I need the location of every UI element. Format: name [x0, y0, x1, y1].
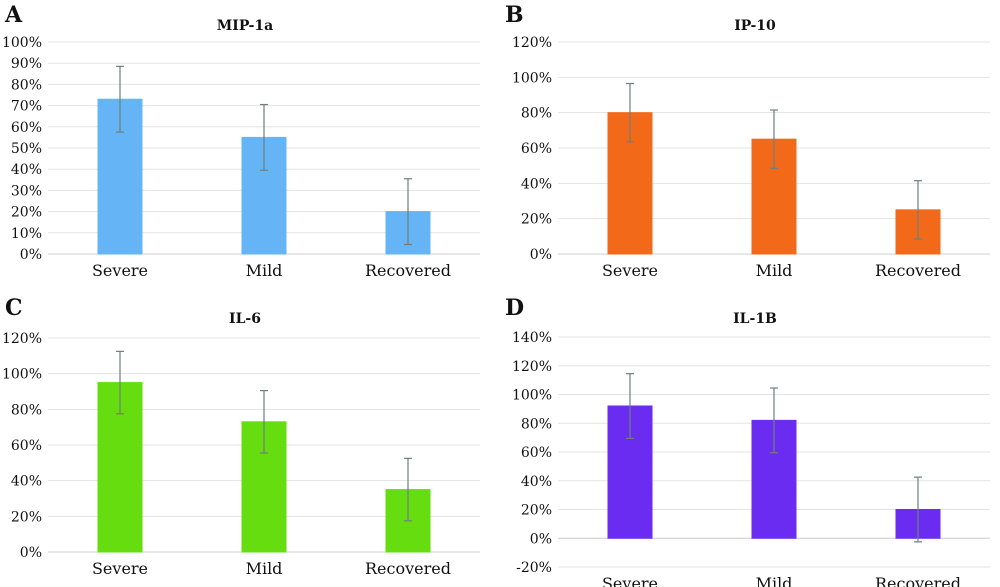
- y-tick-label: 100%: [512, 388, 552, 404]
- chart-plot: -20% 0% 20% 40% 60% 80% 100% 120% 140% Severe Mild…: [512, 330, 990, 587]
- chart-panel-a: A MIP-1a 0% 10% 20% 30% 40% 50% 60% 70% 80% 90% 10…: [0, 0, 500, 293]
- y-tick-label: 0%: [20, 247, 42, 263]
- x-tick-label: Severe: [92, 559, 148, 578]
- x-tick-label: Severe: [602, 261, 658, 280]
- x-tick-label: Recovered: [875, 261, 961, 280]
- chart-panel-c: C IL-6 0% 20% 40% 60% 80% 100% 120% Severe Mild R…: [0, 293, 500, 586]
- y-tick-label: 40%: [521, 474, 552, 490]
- chart-plot: 0% 10% 20% 30% 40% 50% 60% 70% 80% 90% 100% Severe M…: [2, 35, 480, 280]
- y-tick-label: 60%: [11, 438, 42, 454]
- y-tick-label: 80%: [521, 106, 552, 122]
- x-tick-label: Recovered: [365, 261, 451, 280]
- panel-letter: A: [5, 2, 23, 28]
- y-tick-label: 70%: [11, 99, 42, 115]
- y-tick-label: 60%: [521, 445, 552, 461]
- panel-letter: B: [505, 2, 524, 28]
- x-tick-label: Recovered: [365, 559, 451, 578]
- y-tick-label: 140%: [512, 330, 552, 346]
- chart-title: IL-6: [229, 311, 261, 327]
- y-tick-label: 20%: [521, 212, 552, 228]
- y-tick-label: 0%: [530, 247, 552, 263]
- y-tick-label: 100%: [2, 35, 42, 51]
- chart-title: IP-10: [734, 18, 776, 34]
- chart-plot: 0% 20% 40% 60% 80% 100% 120% Severe Mild Recovere…: [512, 35, 990, 280]
- y-tick-label: 120%: [2, 331, 42, 347]
- y-tick-label: 40%: [11, 474, 42, 490]
- y-tick-label: 0%: [20, 545, 42, 561]
- chart-panel-b: B IP-10 0% 20% 40% 60% 80% 100% 120% Severe Mild…: [500, 0, 1000, 293]
- y-tick-label: 80%: [521, 416, 552, 432]
- y-tick-label: 100%: [512, 70, 552, 86]
- y-tick-label: 120%: [512, 35, 552, 51]
- y-tick-label: 50%: [11, 141, 42, 157]
- y-tick-label: 20%: [11, 509, 42, 525]
- panel-letter: D: [505, 295, 525, 321]
- x-tick-label: Severe: [602, 574, 658, 587]
- y-tick-label: 90%: [11, 56, 42, 72]
- y-tick-label: 20%: [521, 503, 552, 519]
- chart-panel-d: D IL-1B -20% 0% 20% 40% 60% 80% 100% 120% 140% Se…: [500, 293, 1000, 587]
- y-tick-label: 40%: [521, 176, 552, 192]
- y-tick-label: 60%: [521, 141, 552, 157]
- x-tick-label: Mild: [756, 261, 793, 280]
- y-tick-label: 20%: [11, 205, 42, 221]
- y-tick-label: -20%: [516, 560, 552, 576]
- y-tick-label: 100%: [2, 367, 42, 383]
- y-tick-label: 40%: [11, 162, 42, 178]
- y-tick-label: 80%: [11, 402, 42, 418]
- y-tick-label: 120%: [512, 359, 552, 375]
- y-tick-label: 60%: [11, 120, 42, 136]
- chart-plot: 0% 20% 40% 60% 80% 100% 120% Severe Mild Recovere…: [2, 331, 480, 578]
- chart-title: MIP-1a: [216, 18, 274, 34]
- x-tick-label: Mild: [246, 559, 283, 578]
- y-tick-label: 0%: [530, 531, 552, 547]
- panel-letter: C: [5, 295, 23, 321]
- x-tick-label: Mild: [756, 574, 793, 587]
- x-tick-label: Recovered: [875, 574, 961, 587]
- x-tick-label: Mild: [246, 261, 283, 280]
- y-tick-label: 80%: [11, 77, 42, 93]
- y-tick-label: 10%: [11, 226, 42, 242]
- y-tick-label: 30%: [11, 183, 42, 199]
- x-tick-label: Severe: [92, 261, 148, 280]
- chart-title: IL-1B: [733, 311, 777, 327]
